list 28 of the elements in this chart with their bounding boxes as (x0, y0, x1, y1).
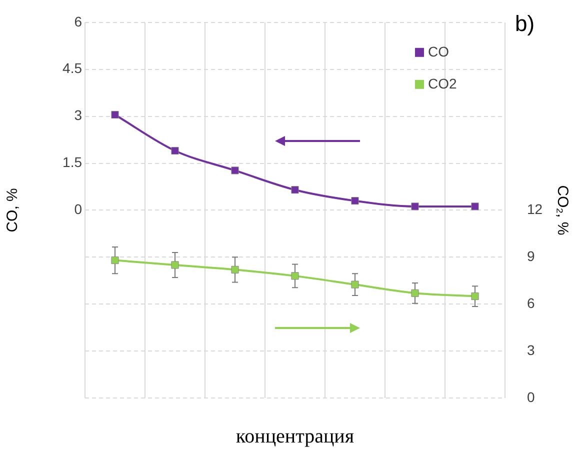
point (411, 289, 419, 297)
x-axis-title: концентрация (236, 425, 354, 448)
y-tick-label: 4.5 (62, 60, 82, 76)
y-tick-label: 1.5 (62, 154, 82, 170)
point (471, 292, 479, 300)
point (351, 197, 359, 205)
y-tick-label: 6 (74, 13, 82, 30)
y-tick-label: 3 (74, 107, 82, 124)
legend-label: CO (428, 43, 450, 60)
y2-tick-label: 0 (527, 388, 535, 405)
point (291, 272, 299, 280)
y-tick-label: 0 (74, 201, 82, 218)
y-axis-title: CO, % (4, 188, 22, 232)
point (411, 202, 419, 210)
y2-tick-label: 9 (527, 248, 535, 264)
point (171, 261, 179, 269)
point (291, 186, 299, 194)
y2-tick-label: 12 (527, 201, 543, 218)
y2-tick-label: 6 (527, 294, 535, 311)
point (111, 256, 119, 264)
y2-tick-label: 3 (527, 342, 535, 358)
text: b) (515, 11, 535, 36)
legend-label: CO2 (428, 75, 457, 92)
point (231, 166, 239, 174)
y2-axis-title: CO₂, % (554, 185, 571, 236)
point (351, 280, 359, 288)
point (231, 266, 239, 274)
point (471, 202, 479, 210)
